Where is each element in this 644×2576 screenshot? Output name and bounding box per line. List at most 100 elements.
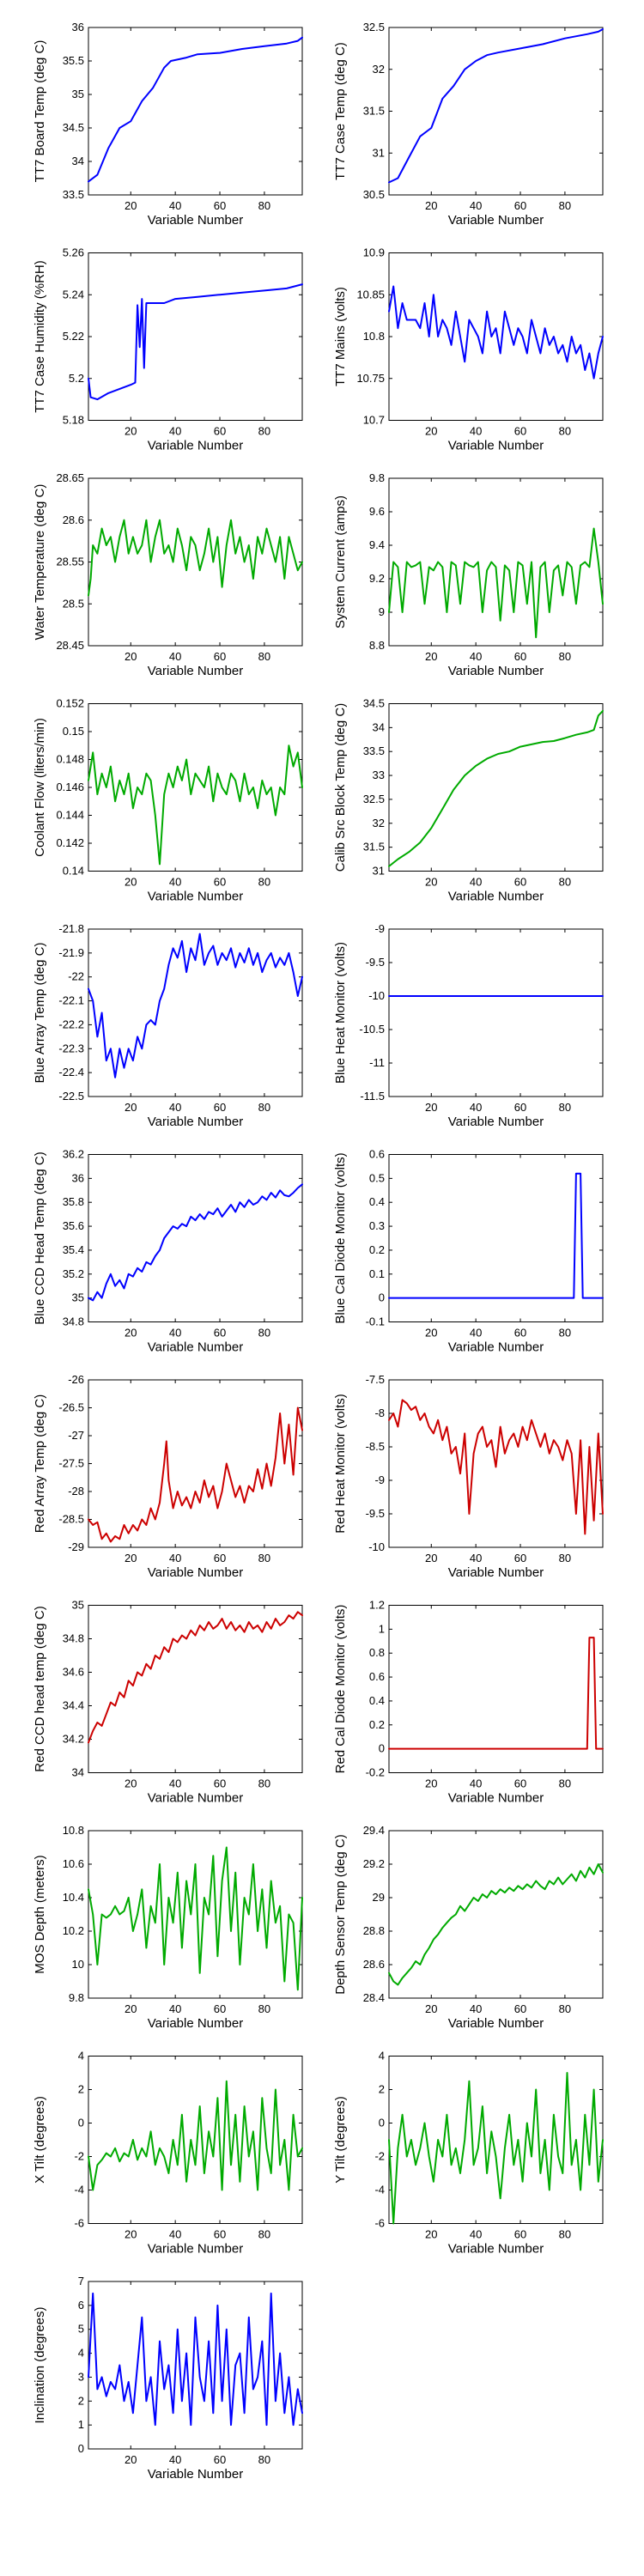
y-tick-label: 0.148 xyxy=(56,753,84,766)
y-axis-label: Blue Cal Diode Monitor (volts) xyxy=(333,1152,348,1323)
y-tick-label: -11.5 xyxy=(360,1090,385,1103)
x-tick-label: 40 xyxy=(169,1327,181,1340)
x-tick-label: 20 xyxy=(425,2228,437,2241)
y-tick-label: -10 xyxy=(368,1540,385,1553)
y-tick-label: 0.3 xyxy=(369,1219,385,1232)
x-tick-label: 20 xyxy=(125,2453,137,2466)
y-tick-label: 5.18 xyxy=(63,414,84,427)
y-tick-label: 0.1 xyxy=(369,1267,385,1280)
y-tick-label: 31.5 xyxy=(363,105,385,118)
y-tick-label: 5.24 xyxy=(63,288,84,301)
x-tick-label: 40 xyxy=(470,199,482,212)
y-tick-label: 35.6 xyxy=(63,1219,84,1232)
y-axis-label: Blue Heat Monitor (volts) xyxy=(333,942,348,1084)
x-axis-label: Variable Number xyxy=(148,1565,243,1580)
y-tick-label: -10 xyxy=(368,989,385,1002)
y-axis-label: Water Temperature (deg C) xyxy=(33,484,47,641)
x-axis-label: Variable Number xyxy=(448,213,544,228)
y-tick-label: -27 xyxy=(68,1429,84,1442)
x-tick-label: 60 xyxy=(214,876,226,889)
chart-panel: 20 40 60 80 -0.1 0 0.1 0.2 0.3 0.4 0.5 0.6 Variable … xyxy=(333,1148,604,1355)
y-tick-label: 34.5 xyxy=(63,121,84,134)
y-tick-label: 9.2 xyxy=(369,572,385,585)
y-tick-label: -22.5 xyxy=(58,1090,84,1103)
y-axis-label: Red Cal Diode Monitor (volts) xyxy=(333,1605,348,1774)
y-axis-label: Red Array Temp (deg C) xyxy=(33,1394,47,1533)
y-axis-label: MOS Depth (meters) xyxy=(33,1855,47,1973)
y-tick-label: -26 xyxy=(68,1373,84,1386)
y-axis-label: Blue Array Temp (deg C) xyxy=(33,943,47,1084)
y-tick-label: 9.4 xyxy=(369,538,385,551)
y-tick-label: 2 xyxy=(78,2394,84,2407)
y-tick-label: 35.5 xyxy=(63,54,84,67)
series-line xyxy=(388,285,604,380)
chart-panel: 20 40 60 80 5.18 5.2 5.22 5.24 5.26 Variable Numb… xyxy=(33,246,303,453)
y-tick-label: 36 xyxy=(72,21,84,33)
y-tick-label: 0.4 xyxy=(369,1195,385,1208)
x-tick-label: 80 xyxy=(559,1552,571,1564)
plot-area xyxy=(88,252,303,421)
chart-panel: 20 40 60 80 -0.2 0 0.2 0.4 0.6 0.8 1 1.2 Variable Nu… xyxy=(333,1599,604,1806)
y-tick-label: 6 xyxy=(78,2299,84,2312)
y-tick-label: 34.4 xyxy=(63,1699,84,1712)
x-tick-label: 20 xyxy=(125,876,137,889)
y-axis-label: TT7 Board Temp (deg C) xyxy=(33,40,47,183)
y-tick-label: 0.14 xyxy=(63,865,84,878)
series-line xyxy=(88,1183,303,1302)
x-tick-label: 40 xyxy=(470,1327,482,1340)
x-tick-label: 60 xyxy=(514,1777,526,1790)
chart-panel: 20 40 60 80 -6 -4 -2 0 2 4 Variable Number Y Tilt (… xyxy=(333,2050,604,2257)
x-tick-label: 40 xyxy=(169,2002,181,2015)
y-tick-label: 33.5 xyxy=(63,188,84,201)
series-line xyxy=(388,1637,604,1750)
series-line xyxy=(88,2080,303,2191)
x-tick-label: 60 xyxy=(214,1101,226,1114)
plot-area xyxy=(88,1379,303,1548)
y-tick-label: 35 xyxy=(72,1599,84,1612)
x-tick-label: 40 xyxy=(470,1777,482,1790)
x-tick-label: 20 xyxy=(425,1101,437,1114)
x-tick-label: 20 xyxy=(125,2228,137,2241)
y-tick-label: -0.2 xyxy=(366,1766,385,1779)
x-tick-label: 60 xyxy=(514,199,526,212)
x-axis-label: Variable Number xyxy=(448,1791,544,1806)
y-tick-label: 0 xyxy=(78,2117,84,2129)
y-tick-label: -22 xyxy=(68,970,84,983)
x-tick-label: 60 xyxy=(514,2002,526,2015)
y-tick-label: 10.4 xyxy=(63,1891,84,1904)
x-tick-label: 20 xyxy=(125,1777,137,1790)
y-tick-label: 31 xyxy=(373,865,385,878)
y-tick-label: 10.8 xyxy=(363,330,385,343)
x-tick-label: 60 xyxy=(214,650,226,663)
y-tick-label: 28.45 xyxy=(56,639,84,652)
y-tick-label: -22.2 xyxy=(58,1018,84,1030)
series-line xyxy=(88,283,303,401)
x-tick-label: 80 xyxy=(559,1327,571,1340)
x-tick-label: 20 xyxy=(425,876,437,889)
y-tick-label: 0 xyxy=(78,2442,84,2455)
y-tick-label: 0.4 xyxy=(369,1694,385,1707)
plot-area xyxy=(388,1605,604,1773)
y-tick-label: 31.5 xyxy=(363,841,385,854)
y-tick-label: -21.9 xyxy=(58,946,84,959)
y-tick-label: 5.26 xyxy=(63,246,84,259)
chart-panel: 20 40 60 80 9.8 10 10.2 10.4 10.6 10.8 Variable Nu… xyxy=(33,1824,303,2031)
y-tick-label: 32 xyxy=(373,817,385,829)
y-tick-label: 34 xyxy=(72,155,84,167)
series-line xyxy=(88,36,303,183)
y-tick-label: 0.5 xyxy=(369,1171,385,1184)
x-axis-label: Variable Number xyxy=(148,2016,243,2031)
plot-area xyxy=(88,1605,303,1773)
y-tick-label: 32.5 xyxy=(363,21,385,33)
chart-panel: 20 40 60 80 34.8 35 35.2 35.4 35.6 35.8 36 36.2 Vari… xyxy=(33,1148,303,1355)
plot-area xyxy=(388,928,604,1097)
x-tick-label: 60 xyxy=(514,650,526,663)
plot-area xyxy=(388,1154,604,1322)
x-tick-label: 40 xyxy=(470,2002,482,2015)
y-tick-label: 35.4 xyxy=(63,1243,84,1256)
x-axis-label: Variable Number xyxy=(148,2242,243,2257)
y-tick-label: 32 xyxy=(373,63,385,76)
x-tick-label: 60 xyxy=(514,2228,526,2241)
y-tick-label: 28.6 xyxy=(63,513,84,526)
y-tick-label: -22.1 xyxy=(58,994,84,1007)
